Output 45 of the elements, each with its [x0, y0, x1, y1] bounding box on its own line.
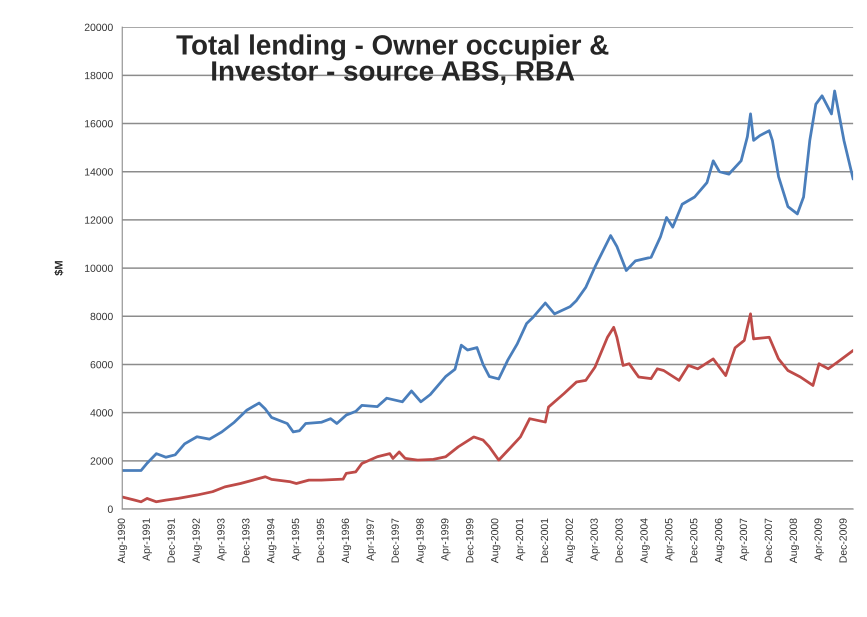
x-tick-label: Apr-1991: [142, 518, 152, 561]
x-tick-label: Apr-2009: [814, 518, 824, 561]
x-tick-label: Aug-2008: [790, 518, 800, 564]
x-tick-label: Apr-1999: [441, 518, 451, 561]
x-tick-label: Dec-1993: [242, 518, 250, 562]
y-tick-label: 10000: [85, 264, 113, 272]
x-tick-label: Dec-2005: [690, 518, 698, 562]
y-tick-label: 6000: [90, 360, 113, 368]
x-tick-label: Aug-1992: [192, 518, 202, 564]
y-tick-label: 20000: [84, 24, 113, 32]
y-tick-label: 12000: [85, 216, 113, 224]
x-tick-label: Aug-2006: [714, 518, 724, 564]
x-tick-label: Dec-1991: [167, 518, 175, 562]
y-tick-label: 18000: [85, 72, 113, 80]
x-tick-label: Apr-1997: [366, 518, 376, 561]
y-tick-label: 16000: [85, 120, 113, 128]
x-tick-label: Dec-2007: [764, 518, 772, 562]
x-tick-label: Dec-1997: [391, 518, 399, 562]
x-tick-label: Aug-1994: [266, 518, 276, 564]
y-tick-label: 8000: [90, 312, 113, 320]
text: Total lending - Owner occupier & Investor - source ABS, RBA: [176, 34, 608, 85]
x-tick-label: Dec-2001: [540, 518, 548, 562]
x-tick-label: Apr-2007: [740, 518, 750, 561]
x-tick-label: Aug-2000: [490, 518, 500, 564]
y-tick-label: 14000: [85, 168, 113, 176]
x-tick-label: Apr-2005: [665, 518, 675, 561]
x-tick-label: Dec-2003: [615, 518, 623, 562]
x-tick-label: Dec-1999: [466, 518, 474, 562]
y-tick-label: 0: [108, 506, 113, 513]
x-tick-label: Apr-2003: [590, 518, 600, 561]
x-tick-label: Dec-1995: [316, 518, 324, 562]
x-tick-label: Aug-1998: [416, 518, 426, 564]
x-tick-label: Dec-2009: [839, 518, 847, 562]
x-tick-label: Aug-2004: [640, 518, 650, 564]
y-tick-label: 2000: [90, 457, 113, 465]
y-tick-label: 4000: [90, 409, 113, 417]
x-tick-label: Aug-1996: [342, 518, 352, 564]
x-tick-label: Aug-2002: [566, 518, 576, 564]
x-tick-label: Apr-1993: [217, 518, 227, 561]
x-tick-label: Apr-1995: [292, 518, 302, 561]
line-series: [122, 90, 854, 472]
y-axis-title: $M: [54, 261, 64, 276]
x-tick-label: Apr-2001: [516, 518, 526, 561]
x-tick-label: Aug-1990: [118, 518, 128, 564]
line-series: [122, 312, 854, 504]
